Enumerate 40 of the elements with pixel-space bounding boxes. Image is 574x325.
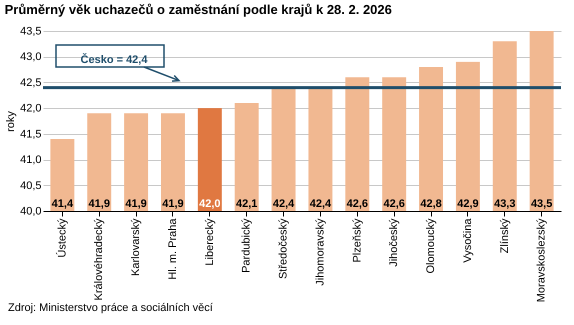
y-tick-label: 43,5	[20, 26, 42, 38]
data-label: 42,1	[236, 198, 258, 210]
data-label: 42,6	[383, 198, 405, 210]
x-tick-label: Zlínský	[498, 218, 511, 254]
data-label: 41,4	[52, 198, 74, 210]
y-tick-label: 43,0	[20, 51, 42, 64]
y-tick-label: 40,0	[20, 206, 42, 218]
y-tick-label: 41,0	[20, 154, 42, 166]
data-label: 42,4	[272, 198, 296, 210]
x-tick-label: Moravskoslezský	[536, 218, 548, 302]
y-tick-label: 40,5	[20, 180, 42, 192]
data-label: 43,3	[494, 198, 516, 210]
data-label: 43,5	[530, 198, 552, 210]
x-tick-label: Pardubický	[240, 218, 253, 273]
x-tick-label: Hl. m. Praha	[166, 218, 179, 280]
y-axis-title: roky	[5, 110, 18, 132]
chart-title: Průměrný věk uchazečů o zaměstnání podle krajů k 28. 2. 2026	[4, 2, 392, 17]
y-tick-label: 42,0	[20, 102, 42, 115]
x-tick-label: Vysočina	[462, 218, 474, 263]
x-tick-label: Olomoucký	[425, 218, 438, 274]
text: Zdroj: Ministerstvo práce a sociálních věcí	[8, 302, 213, 314]
x-tick-label: Jihomoravský	[314, 218, 326, 286]
x-tick-label: Liberecký	[204, 218, 216, 266]
x-tick-label: Královéhradecký	[93, 218, 106, 300]
x-tick-label: Jihočeský	[388, 218, 400, 267]
x-tick-label: Ústecký	[55, 218, 68, 258]
data-label: 42,8	[420, 198, 442, 210]
data-label: 42,6	[346, 198, 368, 210]
data-label: 41,9	[125, 198, 147, 210]
data-label: 42,9	[457, 198, 479, 210]
data-label: 41,9	[162, 198, 184, 210]
data-label: 42,0	[199, 198, 221, 210]
x-tick-label: Středočeský	[278, 218, 290, 280]
x-tick-label: Karlovarský	[130, 218, 142, 276]
ref-line-label: Česko = 42,4	[80, 53, 148, 66]
data-label: 42,4	[310, 198, 332, 210]
y-tick-label: 42,5	[20, 76, 42, 89]
x-tick-label: Plzeňský	[351, 218, 364, 263]
y-tick-label: 41,5	[20, 128, 42, 140]
data-label: 41,9	[88, 198, 110, 210]
